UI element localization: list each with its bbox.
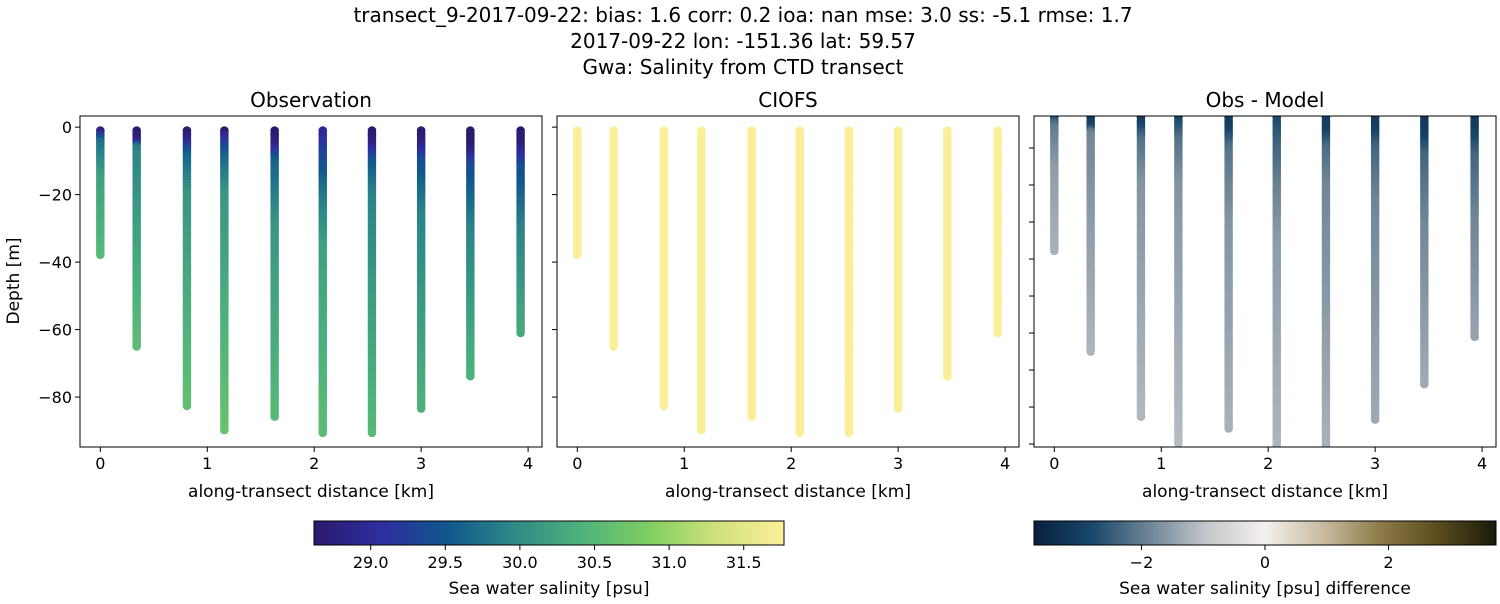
- data-point-station-5: [747, 412, 756, 421]
- x-axis-label-observation: along-transect distance [km]: [188, 482, 434, 502]
- data-point-station-2: [1086, 347, 1095, 356]
- data-point-station-3: [182, 401, 192, 411]
- x-tick-label: 1: [1156, 454, 1166, 473]
- title-line-3: Gwa: Salinity from CTD transect: [583, 55, 904, 79]
- panel-ciofs: 0 1 2 3 4: [552, 115, 1020, 473]
- colorbar-difference: −2 0 2: [1033, 520, 1497, 572]
- title-line-2: 2017-09-22 lon: -151.36 lat: 59.57: [570, 29, 916, 53]
- colorbar-salinity-bar: [313, 520, 785, 546]
- x-tick-label: 1: [679, 454, 689, 473]
- data-point-station-9: [943, 371, 952, 381]
- data-point-station-1: [96, 250, 105, 259]
- data-point-station-1: [1050, 246, 1059, 256]
- title-line-1: transect_9-2017-09-22: bias: 1.6 corr: 0…: [353, 3, 1132, 27]
- colorbar-tick-label: 29.5: [427, 553, 463, 572]
- panel-title-ciofs: CIOFS: [758, 88, 817, 112]
- colorbar-label-difference: Sea water salinity [psu] difference: [1119, 579, 1411, 599]
- data-point-station-5: [270, 412, 279, 421]
- panel-title-obs-model: Obs - Model: [1206, 88, 1325, 112]
- colorbar-tick-label: 0: [1260, 553, 1270, 572]
- x-tick-label: 3: [893, 454, 903, 473]
- panel-observation: 0 1 2 3 4 0 −20 −40 −60 −80: [38, 115, 543, 473]
- colorbar-label-salinity: Sea water salinity [psu]: [449, 579, 650, 599]
- colorbar-tick-label: 29.0: [353, 553, 389, 572]
- data-point-station-2: [609, 342, 618, 351]
- data-point-station-4: [220, 425, 229, 435]
- data-point-station-2: [132, 342, 141, 351]
- x-tick-label: 4: [1477, 454, 1487, 473]
- data-point-station-8: [1370, 415, 1380, 424]
- colorbar-tick-label: 30.5: [577, 553, 613, 572]
- data-point-station-10: [993, 328, 1002, 338]
- x-tick-label: 2: [786, 454, 796, 473]
- colorbar-tick-label: 31.5: [726, 553, 762, 572]
- x-axis-label-obs-model: along-transect distance [km]: [1142, 482, 1388, 502]
- colorbar-tick-label: 30.0: [502, 553, 538, 572]
- axes-frame: [556, 115, 1020, 448]
- x-tick-label: 4: [523, 454, 533, 473]
- x-tick-label: 1: [202, 454, 212, 473]
- data-point-station-4: [1174, 439, 1183, 447]
- data-point-station-10: [516, 328, 525, 338]
- y-tick-label: 0: [62, 118, 72, 137]
- data-point-station-7: [1321, 441, 1331, 447]
- data-point-station-8: [416, 404, 426, 413]
- axes-frame: [79, 115, 543, 448]
- data-point-station-1: [573, 250, 582, 259]
- x-tick-label: 0: [95, 454, 105, 473]
- x-tick-label: 3: [416, 454, 426, 473]
- y-axis-label: Depth [m]: [4, 237, 24, 324]
- data-point-station-9: [1420, 379, 1429, 389]
- x-tick-label: 2: [309, 454, 319, 473]
- data-point-station-3: [659, 401, 669, 411]
- data-points: [1050, 116, 1479, 447]
- data-point-station-4: [697, 425, 706, 435]
- x-tick-label: 0: [1049, 454, 1059, 473]
- colorbar-tick-label: 2: [1383, 553, 1393, 572]
- y-tick-label: −80: [38, 388, 72, 407]
- x-tick-label: 3: [1370, 454, 1380, 473]
- colorbar-salinity: 29.0 29.5 30.0 30.5 31.0 31.5: [313, 520, 785, 572]
- data-point-station-7: [844, 428, 854, 438]
- data-point-station-9: [466, 371, 475, 381]
- colorbar-tick-label: −2: [1130, 553, 1154, 572]
- panel-obs-model: 0 1 2 3 4: [1029, 115, 1497, 473]
- data-point-station-6: [318, 428, 328, 438]
- data-point-station-7: [367, 428, 377, 438]
- panel-title-observation: Observation: [250, 88, 372, 112]
- data-point-station-6: [1272, 441, 1282, 447]
- y-tick-label: −20: [38, 186, 72, 205]
- data-point-station-10: [1470, 332, 1479, 342]
- x-tick-label: 2: [1263, 454, 1273, 473]
- data-point-station-5: [1224, 424, 1233, 433]
- data-point-station-3: [1136, 412, 1146, 421]
- y-tick-label: −40: [38, 253, 72, 272]
- data-point-station-8: [893, 404, 903, 413]
- x-axis-label-ciofs: along-transect distance [km]: [665, 482, 911, 502]
- x-tick-label: 4: [1000, 454, 1010, 473]
- colorbar-difference-bar: [1033, 520, 1497, 546]
- x-tick-label: 0: [572, 454, 582, 473]
- data-points: [573, 126, 1002, 438]
- axes-frame: [1033, 115, 1497, 448]
- data-points: [96, 126, 525, 438]
- data-point-station-6: [795, 428, 805, 438]
- colorbar-tick-label: 31.0: [651, 553, 687, 572]
- y-tick-label: −60: [38, 321, 72, 340]
